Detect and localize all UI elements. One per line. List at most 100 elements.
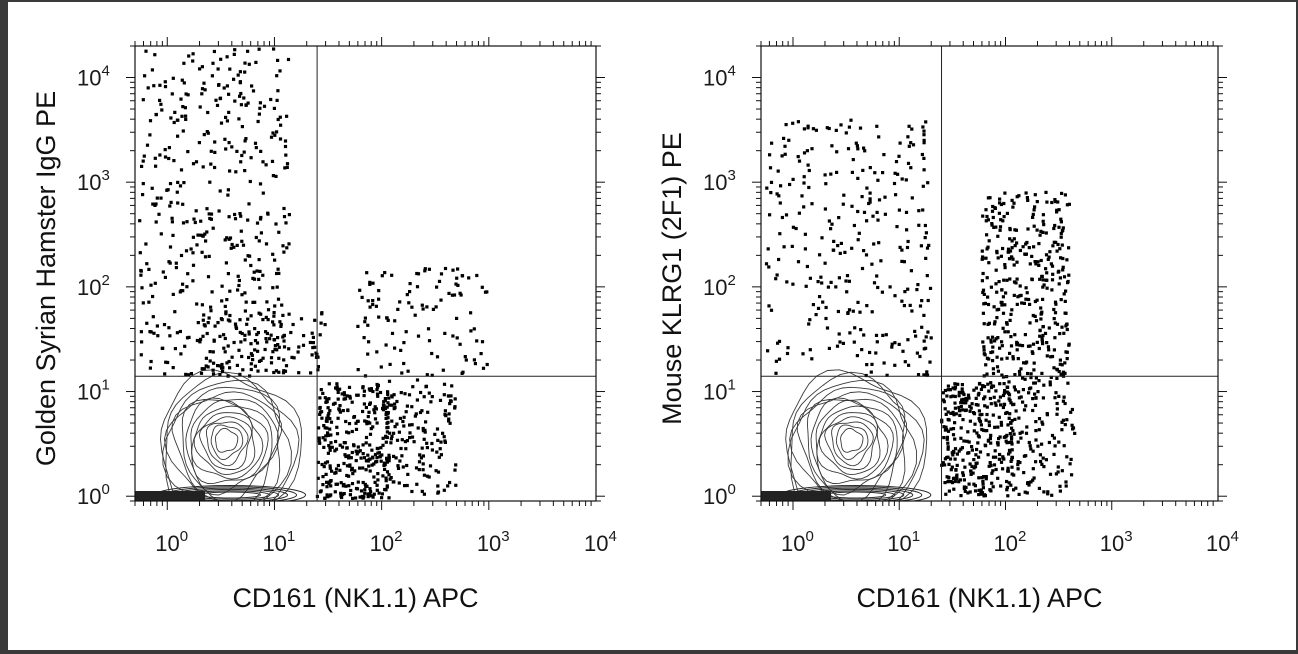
data-point: [403, 484, 407, 488]
data-point: [186, 150, 190, 154]
data-point: [276, 336, 280, 340]
data-point: [343, 453, 347, 457]
data-point: [371, 455, 375, 459]
data-point: [1001, 456, 1005, 460]
data-point: [326, 431, 330, 435]
data-point: [175, 190, 179, 194]
data-point: [1056, 242, 1060, 247]
data-point: [769, 180, 774, 184]
data-point: [410, 435, 415, 439]
data-point: [216, 67, 220, 71]
data-point: [824, 305, 828, 310]
data-point: [922, 138, 926, 142]
data-point: [402, 424, 406, 428]
data-point: [999, 202, 1003, 207]
data-point: [1063, 371, 1067, 375]
data-point: [790, 244, 794, 248]
data-point: [922, 168, 926, 172]
data-point: [243, 258, 247, 262]
data-point: [215, 103, 220, 107]
data-point: [861, 168, 865, 172]
data-point: [998, 346, 1002, 350]
data-point: [333, 490, 337, 494]
data-point: [953, 385, 958, 389]
data-point: [1023, 377, 1027, 381]
data-point: [264, 368, 268, 372]
data-point: [1009, 483, 1013, 487]
data-point: [981, 486, 985, 490]
data-point: [390, 403, 394, 407]
data-point: [1000, 303, 1004, 307]
data-point: [947, 475, 951, 479]
data-point: [970, 445, 974, 449]
data-point: [388, 431, 392, 435]
data-point: [421, 307, 425, 311]
data-point: [141, 159, 145, 163]
data-point: [222, 333, 226, 337]
data-point: [322, 465, 326, 469]
data-point: [271, 350, 275, 354]
data-point: [929, 336, 933, 340]
data-point: [1045, 271, 1049, 275]
data-point: [868, 166, 872, 170]
data-point: [145, 321, 149, 325]
data-point: [769, 308, 774, 312]
data-point: [791, 177, 795, 181]
data-point: [276, 58, 280, 62]
data-point: [282, 206, 286, 211]
data-point: [791, 225, 795, 229]
data-point: [211, 368, 215, 372]
data-point: [855, 354, 859, 358]
data-point: [394, 456, 398, 460]
data-point: [145, 143, 150, 147]
data-point: [224, 261, 228, 265]
data-point: [906, 338, 910, 342]
data-point: [996, 234, 1000, 238]
data-point: [415, 271, 419, 276]
data-point: [347, 484, 351, 488]
data-point: [351, 472, 355, 476]
data-point: [1037, 379, 1041, 383]
data-point: [923, 236, 927, 240]
data-point: [1030, 277, 1034, 281]
data-point: [244, 300, 248, 304]
data-point: [415, 482, 419, 486]
data-point: [942, 425, 946, 429]
data-point: [374, 304, 378, 308]
data-point: [1032, 381, 1036, 385]
data-point: [1053, 311, 1058, 315]
data-point: [184, 117, 188, 121]
data-point: [349, 456, 353, 460]
data-point: [980, 491, 985, 495]
data-point: [1055, 368, 1059, 372]
data-point: [1017, 416, 1021, 420]
data-point: [1033, 314, 1037, 318]
data-point: [318, 396, 322, 400]
data-point: [209, 149, 213, 153]
data-point: [1054, 240, 1058, 244]
data-point: [335, 425, 339, 429]
data-point: [206, 321, 210, 325]
data-point: [1044, 253, 1049, 257]
data-point: [834, 285, 838, 289]
data-point: [281, 335, 285, 339]
data-point: [316, 355, 320, 359]
data-point: [1034, 376, 1038, 380]
data-point: [774, 371, 778, 375]
data-point: [814, 313, 818, 317]
data-point: [1021, 245, 1025, 249]
data-point: [951, 427, 956, 431]
data-point: [1029, 480, 1033, 484]
data-point: [1041, 333, 1045, 338]
data-point: [860, 195, 864, 199]
data-point: [447, 412, 451, 416]
data-point: [379, 446, 383, 450]
data-point: [916, 373, 921, 377]
data-point: [953, 401, 957, 405]
data-point: [961, 473, 965, 477]
data-point: [823, 173, 827, 177]
data-point: [225, 236, 229, 240]
data-point: [943, 388, 947, 393]
data-point: [856, 209, 860, 214]
data-point: [985, 233, 989, 237]
